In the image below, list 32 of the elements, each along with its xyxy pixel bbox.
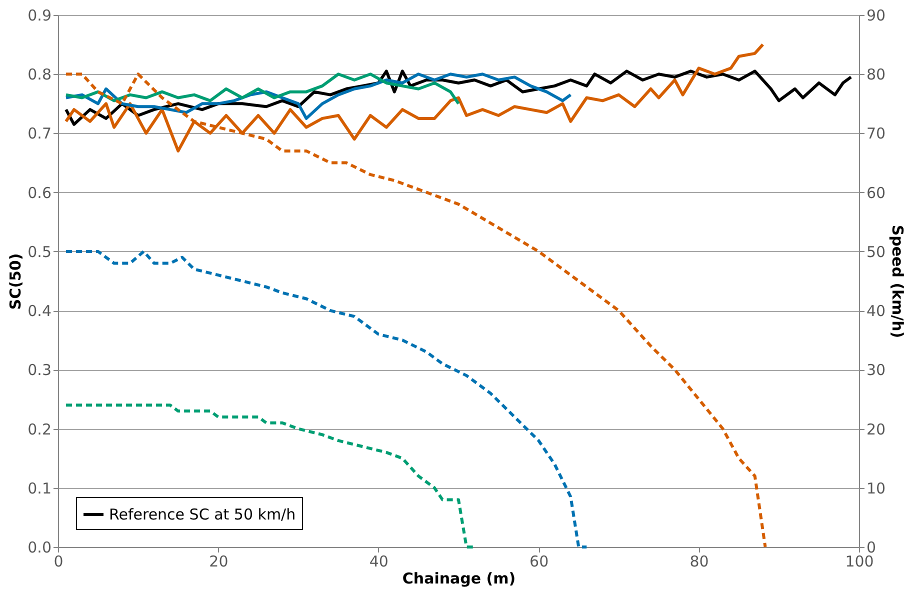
y-tick-label: 0.6 <box>28 184 52 202</box>
y2-tick-label: 10 <box>866 479 886 498</box>
line-series <box>64 72 460 106</box>
line-series <box>64 72 572 120</box>
x-tick-label: 20 <box>209 552 228 570</box>
y2-tick-label: 50 <box>866 242 886 261</box>
x-tick-label: 40 <box>369 552 388 570</box>
y-tick-label: 0.5 <box>28 242 52 261</box>
y-axis-title: SC(50) <box>6 253 25 310</box>
x-tick-label: 80 <box>690 552 709 570</box>
y-tick-label: 0.4 <box>28 302 52 320</box>
y2-tick-label: 70 <box>866 124 886 143</box>
y-tick-label: 0.3 <box>28 361 52 380</box>
x-axis-title: Chainage (m) <box>402 570 516 588</box>
y-tick-label: 0.9 <box>28 6 52 24</box>
y2-tick-label: 80 <box>866 66 886 84</box>
legend-label: Reference SC at 50 km/h <box>109 506 296 524</box>
y2-tick-label: 20 <box>866 420 886 438</box>
y2-tick-label: 30 <box>866 361 886 380</box>
y2-tick-label: 60 <box>866 184 886 202</box>
line-series <box>64 70 852 126</box>
y2-axis-title: Speed (km/h) <box>888 224 907 338</box>
x-tick-label: 60 <box>530 552 549 570</box>
y-tick-label: 0.7 <box>28 124 52 143</box>
y-tick-label: 0.0 <box>28 538 52 556</box>
y2-tick-label: 40 <box>866 302 886 320</box>
y2-tick-label: 90 <box>866 6 886 24</box>
x-tick-label: 0 <box>54 552 64 570</box>
y-tick-label: 0.8 <box>28 66 52 84</box>
y-tick-label: 0.2 <box>28 420 52 438</box>
line-series <box>64 250 588 548</box>
y-tick-label: 0.1 <box>28 479 52 498</box>
